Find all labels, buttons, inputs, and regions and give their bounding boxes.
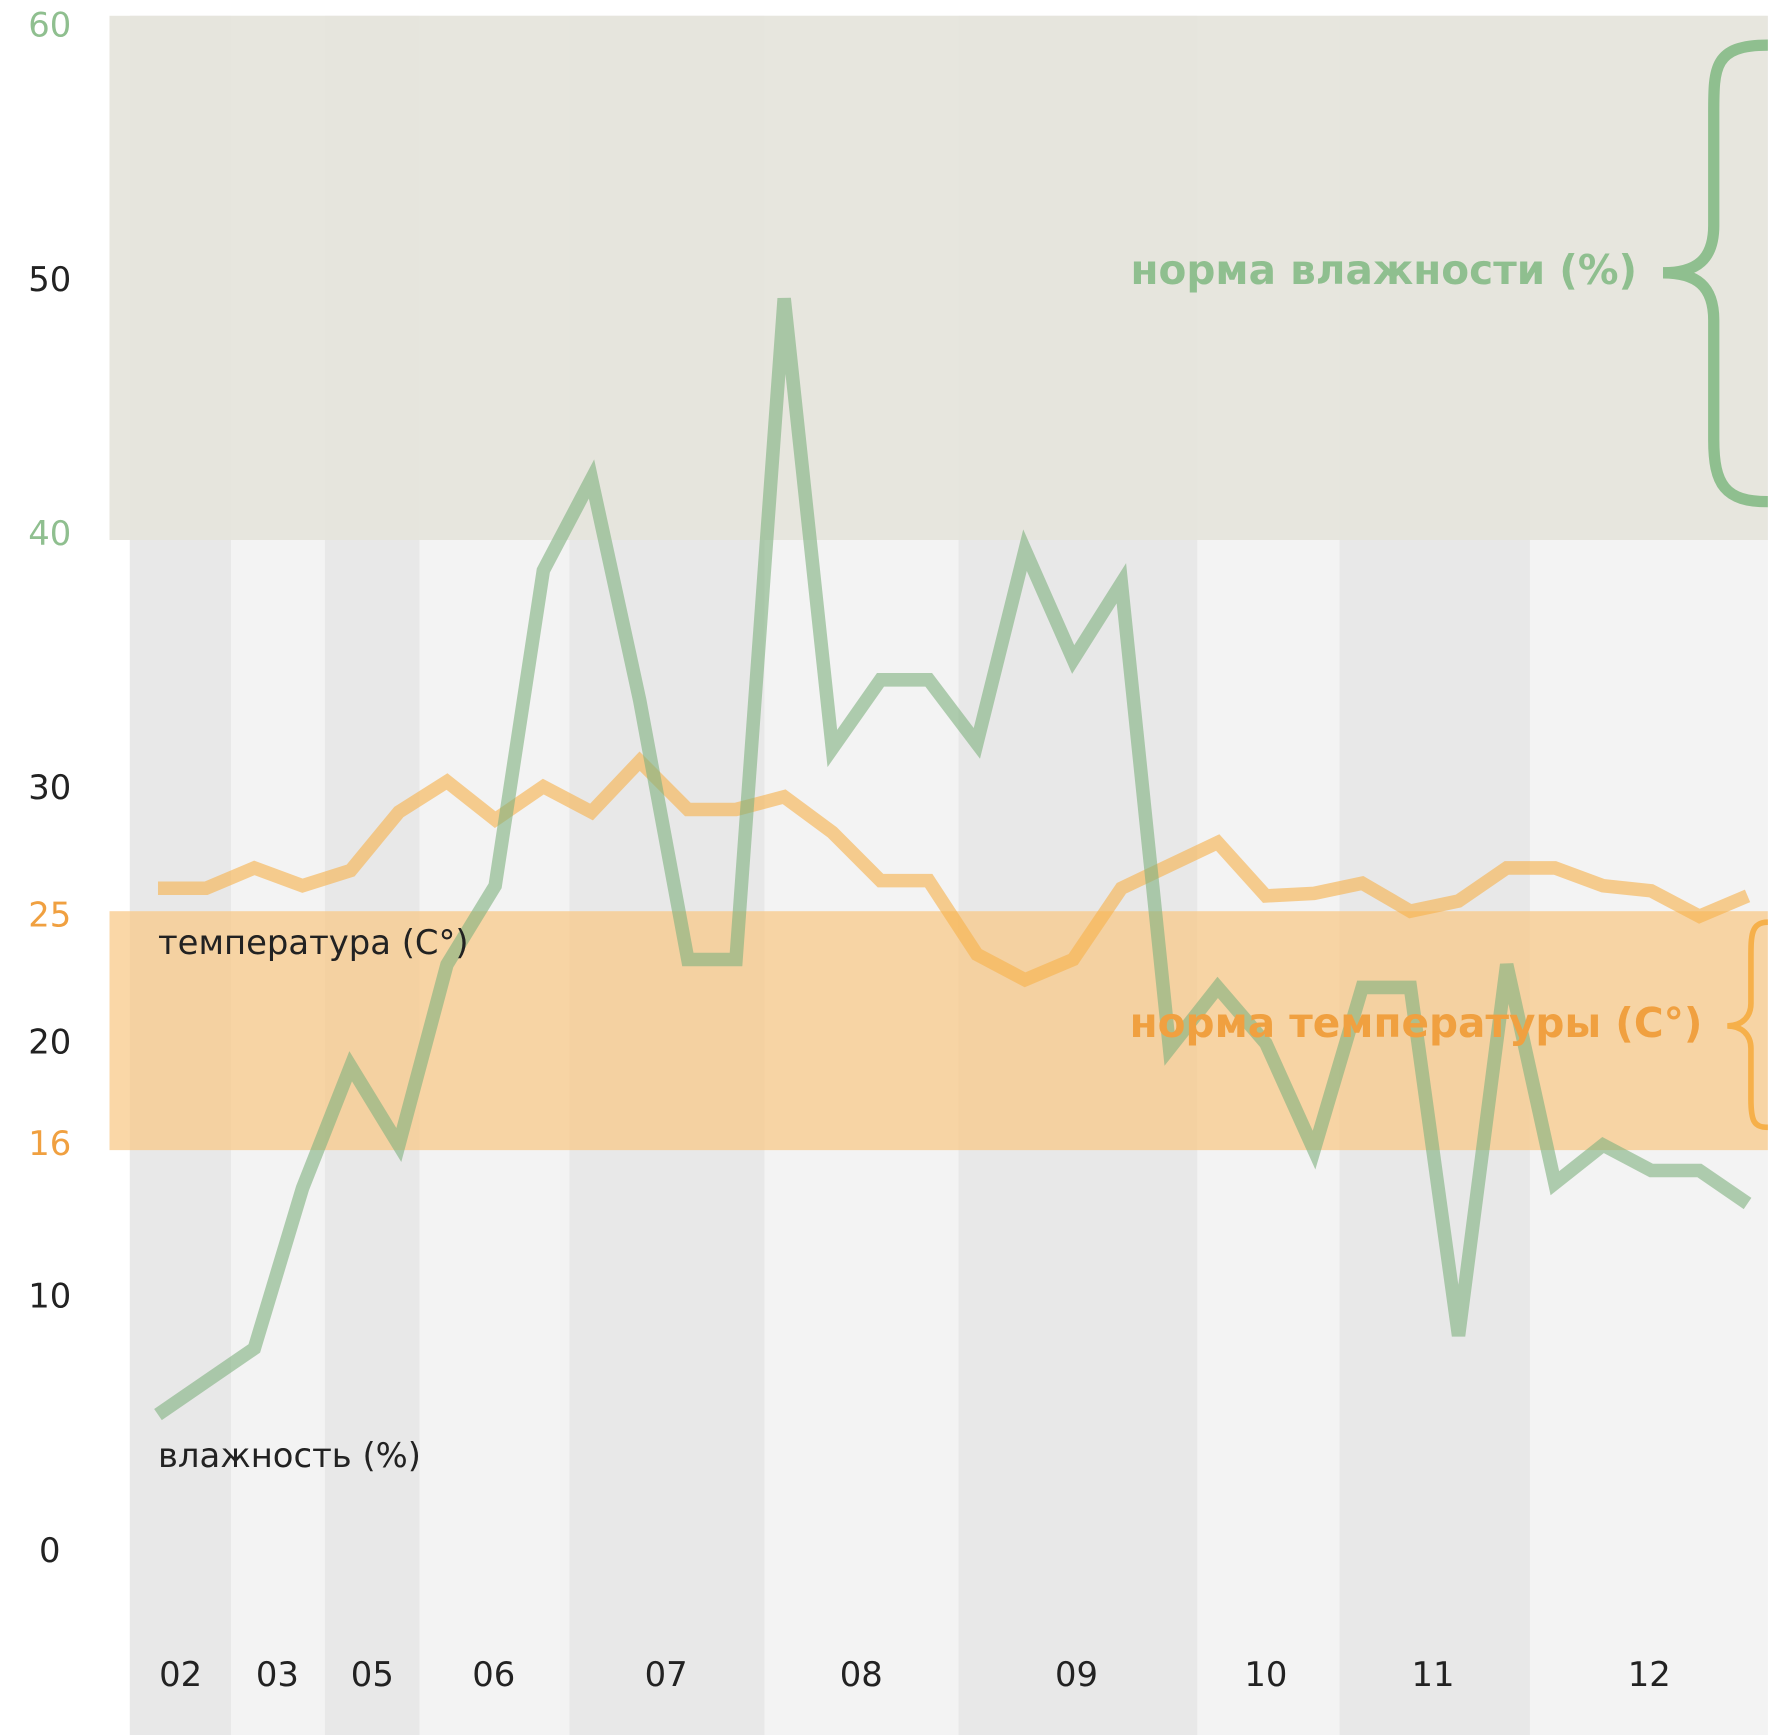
y-tick-label: 25 (28, 895, 71, 934)
norm-band (109, 15, 1768, 541)
x-tick-label: 07 (645, 1655, 688, 1694)
y-tick-label: 30 (28, 768, 71, 807)
y-tick-label: 40 (28, 514, 71, 553)
x-tick-label: 02 (159, 1655, 202, 1694)
y-tick-label: 60 (28, 6, 71, 45)
x-tick-label: 11 (1411, 1655, 1454, 1694)
band-label: норма влажности (%) (1130, 246, 1637, 294)
x-tick-label: 10 (1244, 1655, 1287, 1694)
x-tick-label: 08 (840, 1655, 883, 1694)
y-tick-label: 50 (28, 260, 71, 299)
y-tick-label: 16 (28, 1124, 71, 1163)
x-tick-label: 03 (256, 1655, 299, 1694)
series-label: температура (C°) (158, 923, 469, 962)
y-tick-label: 0 (39, 1531, 61, 1570)
y-tick-label: 20 (28, 1022, 71, 1061)
y-tick-label: 10 (28, 1277, 71, 1316)
x-tick-label: 09 (1055, 1655, 1098, 1694)
series-label: влажность (%) (158, 1436, 421, 1475)
series-line (154, 297, 1752, 1421)
series-line (157, 751, 1751, 988)
temperature-brace (1727, 919, 1768, 1131)
band-label: норма температуры (C°) (1130, 999, 1703, 1047)
x-tick-label: 05 (351, 1655, 394, 1694)
humidity-brace (1662, 39, 1768, 508)
x-tick-label: 06 (472, 1655, 515, 1694)
x-tick-label: 12 (1628, 1655, 1671, 1694)
